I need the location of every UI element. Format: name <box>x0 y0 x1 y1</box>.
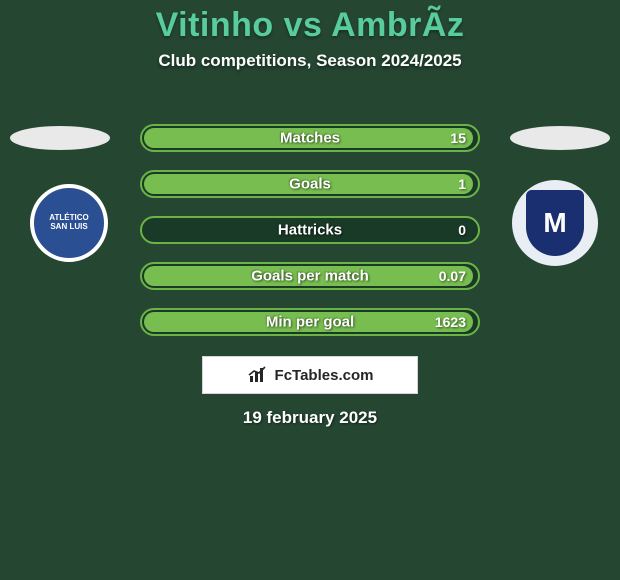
club-crest-left: ATLÉTICO SAN LUIS <box>24 178 114 268</box>
player-photo-placeholder-left <box>10 126 110 150</box>
stat-label: Goals per match <box>251 268 369 285</box>
brand-label: FcTables.com <box>275 367 374 384</box>
stat-row: Hattricks 0 <box>140 216 480 244</box>
club-crest-right: M <box>510 178 600 268</box>
stat-value: 1 <box>458 176 466 192</box>
stat-value: 1623 <box>435 314 466 330</box>
stat-value: 0.07 <box>439 268 466 284</box>
date-label: 19 february 2025 <box>0 408 620 428</box>
stat-value: 0 <box>458 222 466 238</box>
comparison-title: Vitinho vs AmbrÃ­z <box>0 0 620 45</box>
stat-value: 15 <box>450 130 466 146</box>
stat-row: Goals per match 0.07 <box>140 262 480 290</box>
stat-label: Hattricks <box>278 222 342 239</box>
stats-area: Matches 15 Goals 1 Hattricks 0 Goals per match… <box>140 124 480 354</box>
stat-label: Min per goal <box>266 314 354 331</box>
stat-row: Goals 1 <box>140 170 480 198</box>
brand-chart-icon <box>247 366 269 384</box>
subtitle: Club competitions, Season 2024/2025 <box>0 51 620 71</box>
stat-label: Goals <box>289 176 331 193</box>
stat-label: Matches <box>280 130 340 147</box>
stat-row: Min per goal 1623 <box>140 308 480 336</box>
club-crest-right-label: M <box>543 207 566 239</box>
club-crest-left-label: ATLÉTICO SAN LUIS <box>34 214 104 232</box>
player-photo-placeholder-right <box>510 126 610 150</box>
brand-badge: FcTables.com <box>202 356 418 394</box>
stat-row: Matches 15 <box>140 124 480 152</box>
